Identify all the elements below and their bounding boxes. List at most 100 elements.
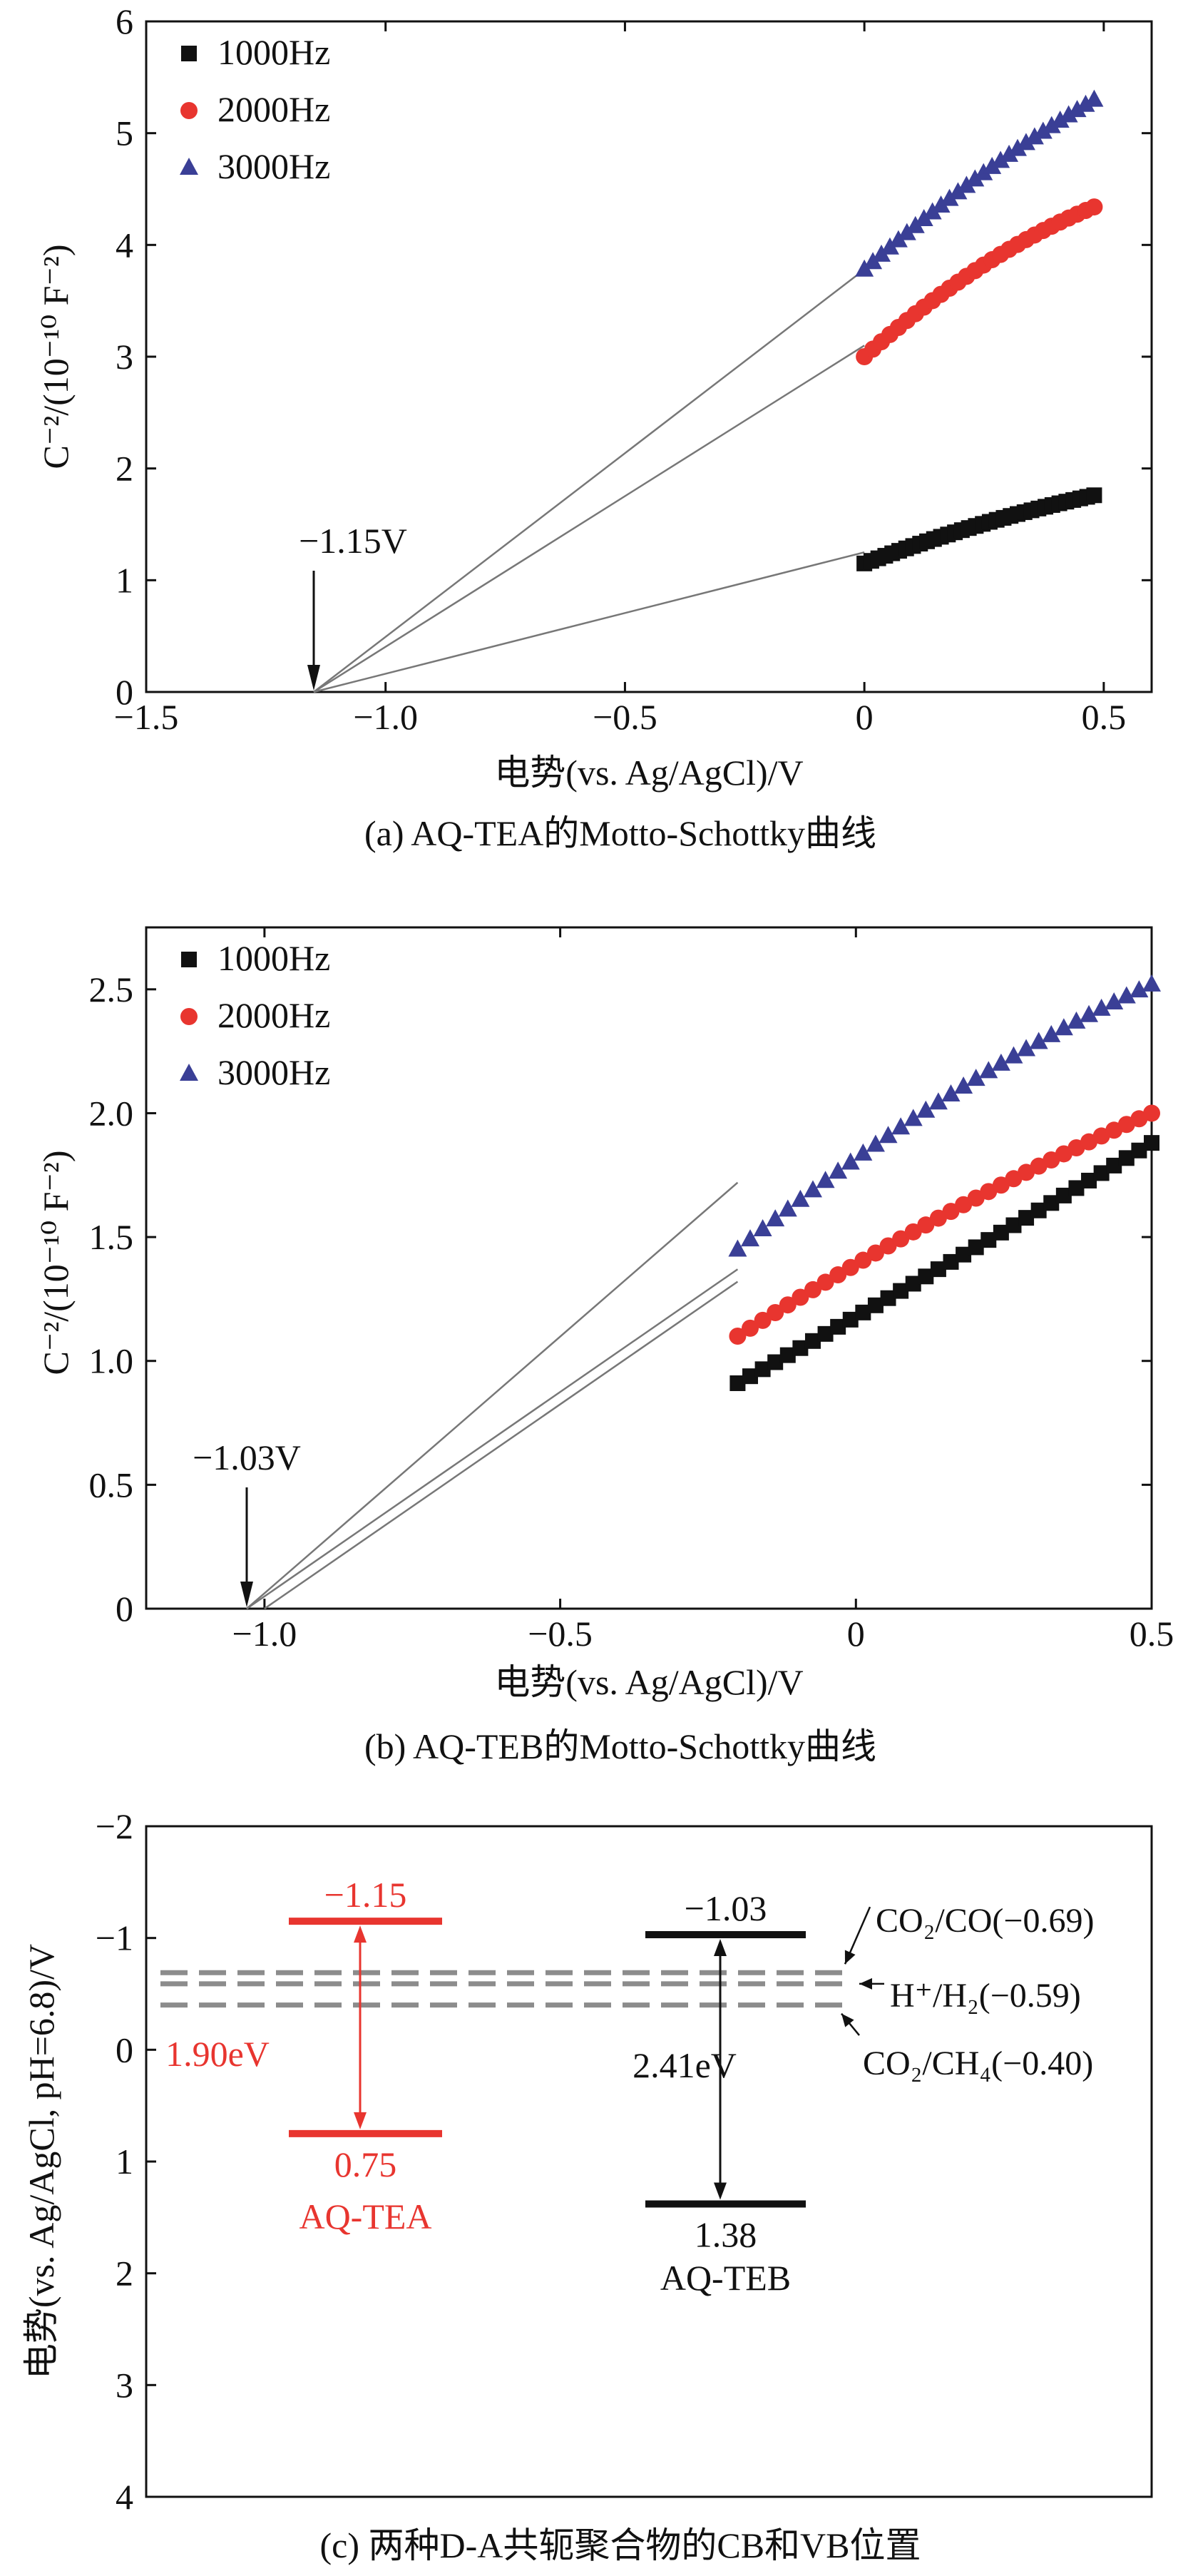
- data-point-3000Hz: [1016, 133, 1035, 151]
- data-point-3000Hz: [941, 1084, 961, 1102]
- data-point-1000Hz: [968, 1239, 984, 1256]
- data-point-1000Hz: [1118, 1150, 1135, 1166]
- data-point-1000Hz: [1086, 487, 1102, 504]
- y-tick-label: 0.5: [89, 1465, 134, 1505]
- data-point-3000Hz: [1117, 986, 1136, 1004]
- data-point-3000Hz: [983, 156, 1002, 174]
- panel-a-caption: (a) AQ-TEA的Motto-Schottky曲线: [364, 813, 876, 853]
- panel-b-annotation: −1.03V: [193, 1437, 301, 1607]
- data-point-1000Hz: [729, 1375, 746, 1391]
- data-point-3000Hz: [1067, 100, 1087, 118]
- data-point-2000Hz: [892, 1230, 910, 1248]
- legend-label-1000Hz: 1000Hz: [217, 938, 330, 978]
- y-tick-label: 5: [116, 113, 133, 153]
- data-point-2000Hz: [929, 1209, 947, 1227]
- y-tick-label: 1: [116, 2142, 133, 2182]
- y-tick-label: 3: [116, 337, 133, 377]
- fit-line-2000Hz: [246, 1268, 739, 1610]
- data-point-1000Hz: [956, 1246, 972, 1263]
- data-point-3000Hz: [1033, 121, 1053, 139]
- data-point-2000Hz: [792, 1288, 809, 1306]
- data-point-2000Hz: [955, 1196, 973, 1213]
- legend-marker-2000Hz: [180, 102, 198, 119]
- data-point-2000Hz: [854, 1251, 872, 1269]
- material-name-AQ-TEB: AQ-TEB: [660, 2258, 791, 2298]
- legend-marker-2000Hz: [180, 1008, 198, 1025]
- data-point-3000Hz: [778, 1199, 797, 1217]
- data-point-1000Hz: [1018, 1210, 1035, 1226]
- data-point-3000Hz: [906, 215, 925, 233]
- x-tick-label: −1.0: [232, 1614, 297, 1654]
- data-point-1000Hz: [842, 1311, 859, 1328]
- x-tick-label: 0: [847, 1614, 865, 1654]
- redox-label: H⁺/H₂(−0.59): [890, 1977, 1081, 2015]
- data-point-3000Hz: [1004, 1046, 1023, 1064]
- gap-label-AQ-TEA: 1.90eV: [165, 2034, 270, 2074]
- panel-b-annotation-arrowhead: [240, 1582, 253, 1607]
- data-point-1000Hz: [855, 1304, 871, 1320]
- data-point-3000Hz: [1105, 992, 1124, 1010]
- legend-label-3000Hz: 3000Hz: [217, 1052, 330, 1092]
- panel-c-redox-levels: CO₂/CO(−0.69) H⁺/H₂(−0.59) CO₂/CH₄(−0.40): [160, 1902, 1094, 2082]
- data-point-2000Hz: [841, 1258, 859, 1276]
- data-point-3000Hz: [923, 202, 942, 220]
- data-point-3000Hz: [1092, 998, 1111, 1016]
- data-point-1000Hz: [779, 1347, 796, 1363]
- data-point-1000Hz: [930, 1261, 946, 1278]
- data-point-1000Hz: [1055, 1187, 1072, 1203]
- data-point-2000Hz: [829, 1266, 847, 1284]
- panel-a-ylabel: C⁻²/(10⁻¹⁰ F⁻²): [36, 244, 76, 469]
- panel-a-annotation-arrowhead: [307, 665, 320, 691]
- legend-marker-1000Hz: [181, 46, 197, 61]
- data-point-1000Hz: [1068, 1180, 1085, 1196]
- data-point-3000Hz: [966, 1069, 985, 1086]
- data-point-2000Hz: [779, 1296, 797, 1314]
- y-tick-label: 3: [116, 2365, 133, 2405]
- legend-marker-1000Hz: [181, 952, 197, 967]
- x-tick-label: 0.5: [1082, 697, 1127, 737]
- cb-label-AQ-TEB: −1.03: [685, 1888, 767, 1928]
- panel-c-bands: −1.15 0.75 1.90eV AQ-TEA −1.03 1.38 2.41eV AQ-T…: [165, 1875, 806, 2298]
- fit-line-2000Hz: [313, 345, 865, 693]
- panel-a-annotation: −1.15V: [299, 521, 407, 691]
- data-point-3000Hz: [1025, 127, 1044, 145]
- data-point-1000Hz: [1005, 1217, 1022, 1233]
- panel-b-points: [728, 974, 1161, 1391]
- data-point-2000Hz: [804, 1281, 821, 1298]
- data-point-3000Hz: [829, 1161, 848, 1179]
- y-tick-label: 4: [116, 225, 133, 265]
- data-point-1000Hz: [1131, 1142, 1147, 1159]
- data-point-1000Hz: [1043, 1195, 1060, 1211]
- x-tick-label: −1.5: [114, 697, 179, 737]
- data-point-3000Hz: [1080, 1004, 1099, 1022]
- data-point-3000Hz: [891, 1117, 911, 1135]
- data-point-3000Hz: [1142, 974, 1161, 992]
- y-tick-label: 4: [116, 2477, 133, 2517]
- vb-label-AQ-TEB: 1.38: [695, 2215, 757, 2255]
- data-point-1000Hz: [905, 1276, 921, 1292]
- cb-label-AQ-TEA: −1.15: [324, 1875, 407, 1915]
- data-point-3000Hz: [991, 151, 1010, 168]
- panel-a: −1.5 −1.0 −0.5 0 0.5 0 1 2 3 4 5 6 1000Hz 2000Hz 3000…: [36, 1, 1153, 853]
- data-point-3000Hz: [1042, 116, 1061, 133]
- data-point-3000Hz: [741, 1229, 760, 1247]
- y-tick-label: 2: [116, 2254, 133, 2294]
- panel-a-legend: 1000Hz 2000Hz 3000Hz: [180, 32, 330, 186]
- data-point-1000Hz: [1081, 1172, 1097, 1188]
- data-point-3000Hz: [957, 175, 976, 193]
- panel-a-fit-lines: [313, 98, 1095, 693]
- data-point-1000Hz: [742, 1368, 759, 1385]
- data-point-3000Hz: [791, 1189, 810, 1207]
- y-tick-label: 0: [116, 2030, 133, 2070]
- data-point-2000Hz: [816, 1273, 834, 1291]
- y-tick-label: 6: [116, 1, 133, 41]
- panel-a-xlabel: 电势(vs. Ag/AgCl)/V: [494, 753, 803, 793]
- data-point-3000Hz: [1076, 94, 1095, 112]
- data-point-1000Hz: [918, 1268, 934, 1285]
- data-point-3000Hz: [948, 182, 968, 200]
- data-point-3000Hz: [803, 1180, 822, 1198]
- legend-label-3000Hz: 3000Hz: [217, 146, 330, 186]
- y-tick-label: 1: [116, 560, 133, 600]
